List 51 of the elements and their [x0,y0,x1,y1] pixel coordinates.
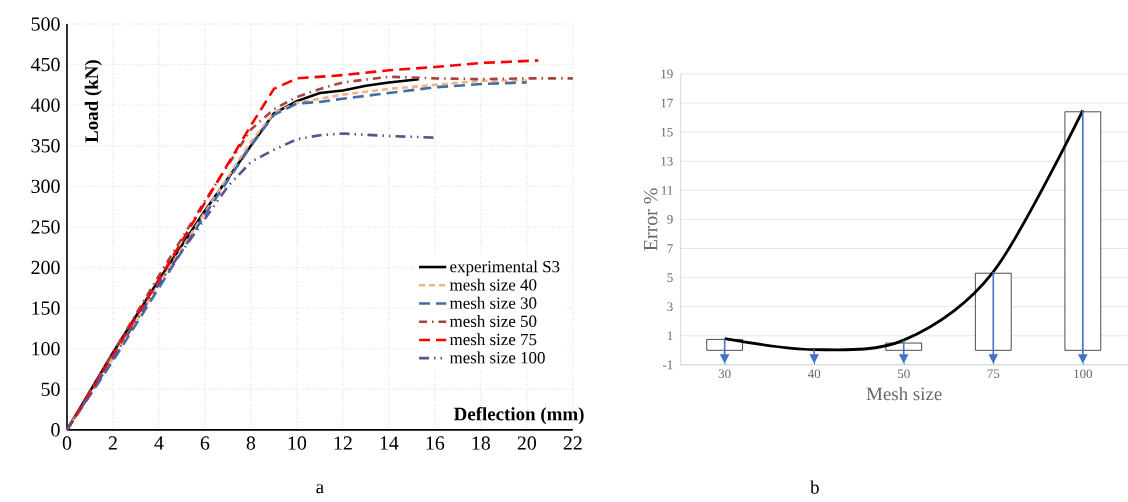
legend-label: mesh size 100 [449,351,545,364]
legend-label: mesh size 30 [449,296,537,309]
y-tick-label: 1 [667,331,673,341]
y-tick-label: 150 [32,301,60,315]
y-tick-label: 200 [31,260,60,275]
y-tick-label: 350 [31,139,60,153]
y-tick-label: 15 [661,127,673,137]
y-tick-label: 100 [32,342,60,356]
legend-label: experimental S3 [450,260,560,276]
y-axis-title: Load (kN) [84,60,102,143]
y-tick-label: 5 [667,273,673,282]
legend-label: mesh size 50 [449,315,537,328]
text: b [810,480,819,494]
x-tick-label: 20 [517,436,537,450]
x-tick-label: 2 [108,436,117,450]
y-tick-label: 9 [667,215,673,224]
x-tick-label: 100 [1074,369,1093,379]
x-tick-label: 0 [62,436,72,450]
x-tick-label: 10 [288,436,307,450]
x-tick-label: 75 [987,369,1000,379]
y-tick-label: 7 [667,244,673,253]
legend-label: mesh size 40 [449,278,537,291]
x-tick-label: 30 [718,369,731,379]
x-tick-label: 22 [563,436,582,450]
y-tick-label: -1 [662,360,673,370]
text: a [316,484,324,494]
x-axis-title: Mesh size [866,387,942,401]
y-tick-label: 3 [667,302,673,312]
y-tick-label: 17 [661,98,673,108]
legend-label: mesh size 75 [449,333,537,346]
y-tick-label: 450 [30,57,60,72]
x-tick-label: 18 [472,436,491,450]
y-tick-label: 500 [31,17,60,31]
x-tick-label: 8 [246,436,256,450]
y-tick-label: 250 [31,220,60,234]
y-tick-label: 400 [30,98,60,112]
x-tick-label: 6 [200,436,210,450]
x-axis-title: Deflection (mm) [453,407,584,425]
y-tick-label: 0 [51,423,60,437]
x-tick-label: 4 [154,436,164,450]
x-tick-label: 12 [334,436,352,450]
y-tick-label: 19 [661,69,673,79]
y-tick-label: 11 [661,186,673,195]
x-tick-label: 14 [380,436,399,450]
x-tick-label: 40 [807,369,821,379]
y-axis-title: Error % [643,188,658,251]
x-tick-label: 50 [898,369,910,379]
y-tick-label: 50 [41,382,60,397]
y-tick-label: 300 [31,179,60,194]
x-tick-label: 16 [426,436,445,450]
y-tick-label: 13 [661,156,673,166]
